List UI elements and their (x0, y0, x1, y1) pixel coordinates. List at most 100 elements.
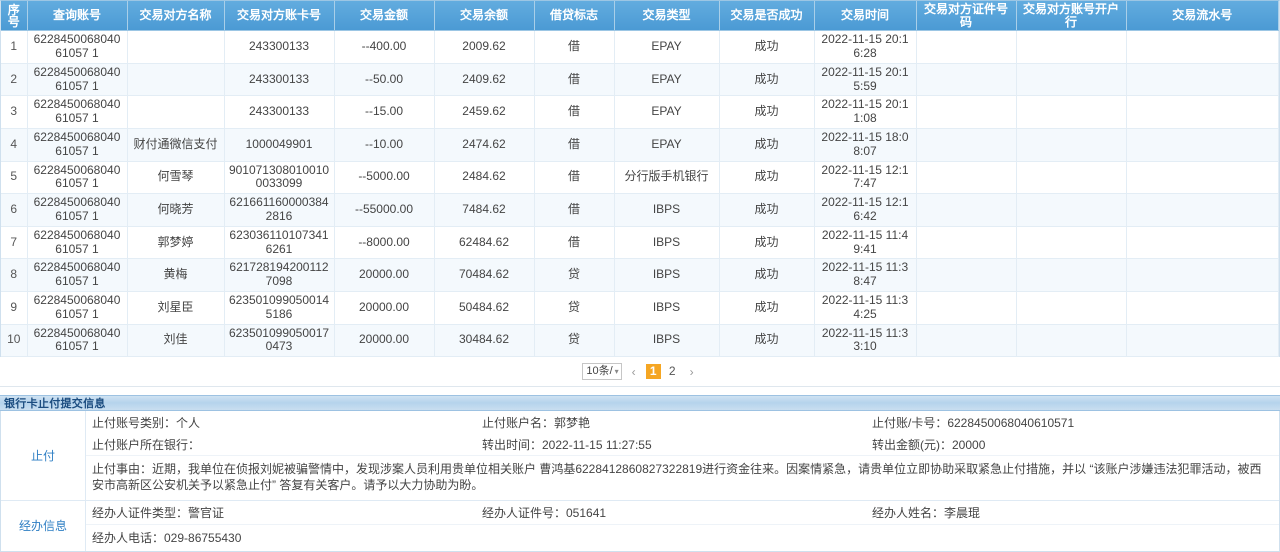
transaction-cell-success: 成功 (719, 95, 815, 129)
transaction-header-query_acct[interactable]: 查询账号 (27, 1, 128, 32)
table-row[interactable]: 4 622845006804061057 1 财付通微信支付 1000049901 --… (1, 128, 1279, 162)
transaction-cell-seq: 7 (1, 226, 28, 260)
transaction-cell-cp_id_no (916, 193, 1017, 227)
transaction-cell-query_acct: 622845006804061057 1 (27, 226, 128, 260)
table-row[interactable]: 7 622845006804061057 1 郭梦婷 6230361101073416… (1, 226, 1279, 260)
transaction-table-container: 序号 查询账号 交易对方名称 交易对方账卡号 交易金额 交易余额 借贷标志 交易类型 交易是否成… (0, 0, 1280, 358)
transaction-cell-counterparty_card: 6235010990500145186 (224, 291, 335, 325)
stop-payment-section-title: 银行卡止付提交信息 (4, 398, 106, 411)
table-row[interactable]: 9 622845006804061057 1 刘星臣 6235010990500145… (1, 291, 1279, 325)
transaction-header-serial_no[interactable]: 交易流水号 (1126, 1, 1279, 32)
transaction-header-counterparty_card[interactable]: 交易对方账卡号 (224, 1, 335, 32)
transaction-cell-amount: --15.00 (334, 95, 435, 129)
transaction-cell-seq: 4 (1, 128, 28, 162)
transaction-cell-cp_bank (1016, 128, 1127, 162)
transaction-header-seq[interactable]: 序号 (1, 1, 28, 32)
stop-payment-fields-line2: 止付账户所在银行： 转出时间：2022-11-15 11:27:55 转出金额(… (86, 433, 1279, 455)
transaction-header-balance[interactable]: 交易余额 (434, 1, 535, 32)
transaction-cell-serial_no (1126, 128, 1279, 162)
transaction-cell-amount: --400.00 (334, 30, 435, 64)
table-row[interactable]: 6 622845006804061057 1 何晓芳 6216611600003842… (1, 193, 1279, 227)
transaction-cell-cp_bank (1016, 30, 1127, 64)
next-page-button[interactable]: › (689, 364, 694, 379)
table-row[interactable]: 1 622845006804061057 1 243300133 --400.00 20… (1, 30, 1279, 64)
transaction-cell-cp_bank (1016, 193, 1127, 227)
transaction-cell-balance: 2409.62 (434, 63, 535, 97)
transaction-cell-seq: 2 (1, 63, 28, 97)
transaction-cell-amount: --50.00 (334, 63, 435, 97)
transaction-cell-cp_id_no (916, 30, 1017, 64)
transaction-cell-balance: 30484.62 (434, 324, 535, 358)
table-row[interactable]: 10 622845006804061057 1 刘佳 6235010990500170… (1, 324, 1279, 358)
transaction-cell-seq: 10 (1, 324, 28, 358)
stop-payment-row: 止付 止付账号类别：个人 止付账户名：郭梦艳 止付账/卡号：6228450068… (1, 411, 1279, 501)
transaction-cell-serial_no (1126, 63, 1279, 97)
transaction-cell-dc_flag: 借 (534, 30, 615, 64)
transaction-cell-dc_flag: 贷 (534, 291, 615, 325)
transaction-cell-txn_type: IBPS (614, 258, 720, 292)
transaction-cell-seq: 6 (1, 193, 28, 227)
transaction-header-cp_id_no[interactable]: 交易对方证件号码 (916, 1, 1017, 32)
transaction-cell-txn_type: EPAY (614, 30, 720, 64)
transaction-header-cp_bank[interactable]: 交易对方账号开户行 (1016, 1, 1127, 32)
prev-page-button[interactable]: ‹ (631, 364, 636, 379)
stop-payment-section-header: 银行卡止付提交信息 (0, 395, 1280, 412)
transaction-cell-counterparty_name: 何晓芳 (127, 193, 225, 227)
transaction-cell-seq: 9 (1, 291, 28, 325)
page-size-label: 10条/ (586, 365, 613, 378)
transaction-cell-success: 成功 (719, 30, 815, 64)
transaction-cell-counterparty_name: 刘佳 (127, 324, 225, 358)
transaction-cell-seq: 1 (1, 30, 28, 64)
transaction-header-amount[interactable]: 交易金额 (334, 1, 435, 32)
transaction-cell-cp_id_no (916, 63, 1017, 97)
section-spacer-1 (0, 387, 1280, 396)
page-number-1[interactable]: 1 (645, 364, 661, 380)
transaction-cell-counterparty_card: 6216611600003842816 (224, 193, 335, 227)
transaction-cell-amount: --8000.00 (334, 226, 435, 260)
page-number-2[interactable]: 2 (668, 364, 676, 379)
transaction-cell-dc_flag: 贷 (534, 258, 615, 292)
transfer-amount-field: 转出金额(元)：20000 (872, 437, 986, 452)
table-row[interactable]: 5 622845006804061057 1 何雪琴 9010713080100100… (1, 161, 1279, 195)
transaction-cell-cp_bank (1016, 95, 1127, 129)
transaction-cell-dc_flag: 借 (534, 226, 615, 260)
transaction-header-success[interactable]: 交易是否成功 (719, 1, 815, 32)
card-no-field: 止付账/卡号：6228450068040610571 (872, 415, 1075, 430)
transaction-cell-counterparty_card: 243300133 (224, 95, 335, 129)
table-row[interactable]: 2 622845006804061057 1 243300133 --50.00 240… (1, 63, 1279, 97)
transaction-cell-seq: 3 (1, 95, 28, 129)
transaction-cell-txn_time: 2022-11-15 11:49:41 (814, 226, 917, 260)
transaction-cell-balance: 2474.62 (434, 128, 535, 162)
handler-id-type-field: 经办人证件类型：警官证 (92, 505, 225, 520)
transaction-header-txn_type[interactable]: 交易类型 (614, 1, 720, 32)
handler-phone-field: 经办人电话：029-86755430 (92, 531, 242, 545)
transaction-cell-balance: 2484.62 (434, 161, 535, 195)
handler-info-row: 经办信息 经办人证件类型：警官证 经办人证件号：051641 经办人姓名：李晨琨… (1, 500, 1279, 551)
transaction-cell-serial_no (1126, 324, 1279, 358)
transaction-cell-success: 成功 (719, 258, 815, 292)
transaction-cell-serial_no (1126, 30, 1279, 64)
transaction-header-dc_flag[interactable]: 借贷标志 (534, 1, 615, 32)
transaction-cell-serial_no (1126, 193, 1279, 227)
transaction-cell-query_acct: 622845006804061057 1 (27, 258, 128, 292)
transaction-cell-query_acct: 622845006804061057 1 (27, 63, 128, 97)
transaction-cell-counterparty_name: 何雪琴 (127, 161, 225, 195)
page-size-select[interactable]: 10条/ ▾ (582, 363, 622, 381)
transaction-cell-dc_flag: 借 (534, 128, 615, 162)
table-row[interactable]: 3 622845006804061057 1 243300133 --15.00 245… (1, 95, 1279, 129)
transaction-cell-cp_id_no (916, 161, 1017, 195)
transaction-cell-counterparty_name: 黄梅 (127, 258, 225, 292)
transaction-cell-dc_flag: 借 (534, 63, 615, 97)
transaction-cell-counterparty_card: 243300133 (224, 30, 335, 64)
transaction-header-txn_time[interactable]: 交易时间 (814, 1, 917, 32)
account-name-field: 止付账户名：郭梦艳 (482, 415, 591, 430)
transaction-cell-counterparty_name: 郭梦婷 (127, 226, 225, 260)
transaction-header-counterparty_name[interactable]: 交易对方名称 (127, 1, 225, 32)
transaction-cell-serial_no (1126, 226, 1279, 260)
transaction-cell-seq: 5 (1, 161, 28, 195)
transaction-cell-txn_type: EPAY (614, 63, 720, 97)
transaction-cell-counterparty_card: 6230361101073416261 (224, 226, 335, 260)
transaction-cell-success: 成功 (719, 324, 815, 358)
table-row[interactable]: 8 622845006804061057 1 黄梅 62172819420011270… (1, 258, 1279, 292)
transaction-cell-cp_id_no (916, 95, 1017, 129)
